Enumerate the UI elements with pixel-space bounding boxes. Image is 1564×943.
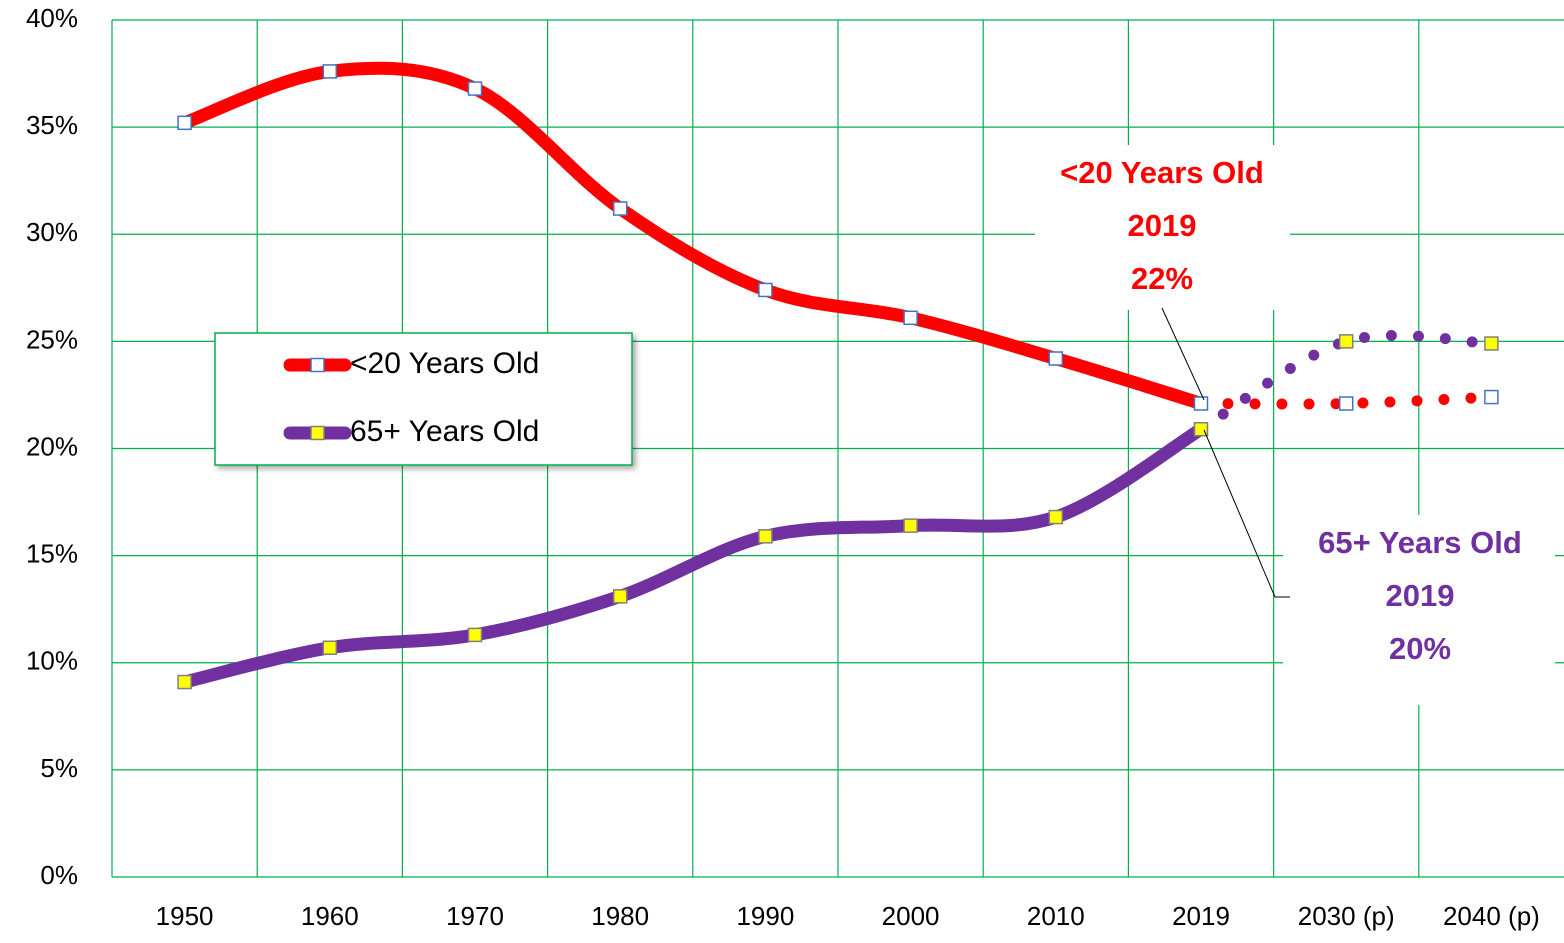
x-tick-label: 1950 [156,901,214,931]
x-tick-label: 1960 [301,901,359,931]
data-marker [1484,389,1499,405]
x-tick-label: 2000 [882,901,940,931]
legend-label: 65+ Years Old [350,415,539,448]
x-tick-label: 2040 (p) [1443,901,1540,931]
data-marker [1193,421,1209,437]
x-tick-label: 2019 [1172,901,1230,931]
data-marker [322,640,338,656]
series-line-projected [1195,329,1497,435]
annotation-leader [1203,429,1290,598]
legend: <20 Years Old 65+ Years Old [214,332,633,466]
annotation-text: 22% [1131,261,1193,296]
y-tick-label: 15% [26,539,78,569]
legend-marker [310,357,325,373]
data-marker [1048,509,1064,525]
data-marker [903,518,918,533]
series-line [178,61,1208,411]
legend-marker [310,425,325,441]
x-tick-label: 2010 [1027,901,1085,931]
data-marker [1484,336,1499,351]
data-marker [612,201,628,216]
data-marker [758,529,773,544]
data-marker [322,64,338,79]
data-marker [467,627,483,643]
data-marker [467,81,483,96]
legend-label: <20 Years Old [350,347,539,380]
annotation-text: 2019 [1386,578,1455,613]
data-marker [612,589,628,604]
data-marker [1338,396,1354,411]
annotation-text: 65+ Years Old [1318,525,1522,560]
x-tick-label: 1990 [736,901,794,931]
annotation-text: 2019 [1128,208,1197,243]
annotation-leader [1161,307,1205,401]
y-tick-label: 35% [26,110,78,140]
y-tick-label: 10% [26,646,78,676]
y-tick-label: 0% [40,860,78,890]
y-tick-label: 20% [26,431,78,461]
legend-box [214,332,633,466]
data-marker [1193,396,1209,411]
data-marker [903,310,918,326]
x-tick-label: 1980 [591,901,649,931]
x-tick-label: 1970 [446,901,504,931]
y-tick-label: 5% [40,753,78,783]
data-marker [177,674,192,690]
data-marker [1048,351,1064,366]
annotation-text: <20 Years Old [1060,155,1264,190]
y-tick-label: 25% [26,324,78,354]
data-marker [758,282,773,298]
data-marker [177,115,192,131]
annotation-text: 20% [1389,631,1451,666]
annotation-bg [1283,515,1555,705]
series-line [178,422,1208,689]
y-tick-label: 40% [26,3,78,33]
annotation-bg [1035,145,1290,310]
data-marker [1338,334,1354,349]
y-tick-label: 30% [26,217,78,247]
x-tick-label: 2030 (p) [1298,901,1395,931]
